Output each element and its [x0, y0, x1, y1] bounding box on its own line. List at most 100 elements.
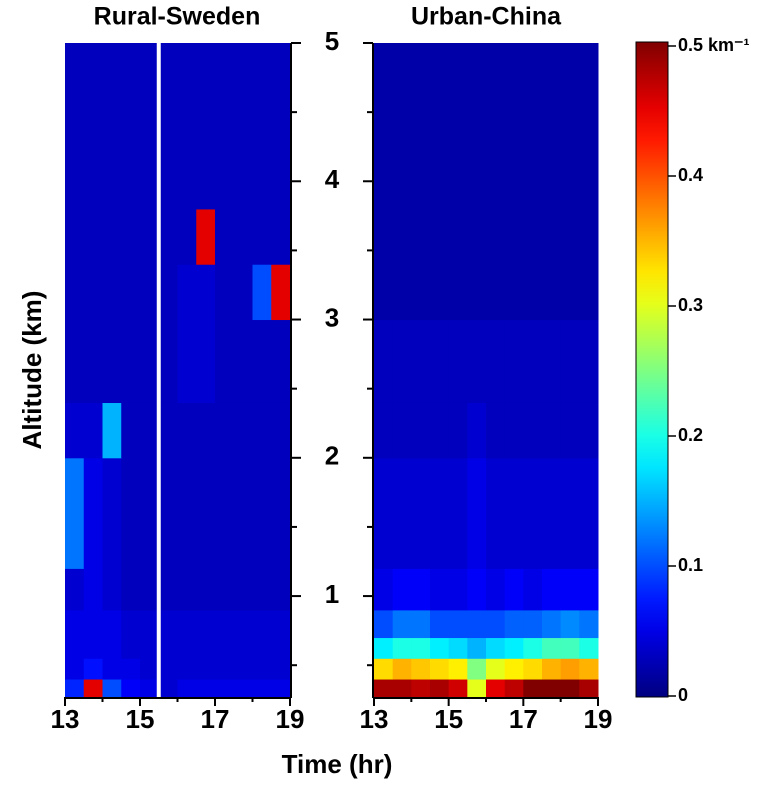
heatmap-cell — [579, 568, 599, 611]
heatmap-cell — [486, 402, 506, 459]
heatmap-cell — [392, 319, 412, 403]
heatmap-cell — [579, 609, 599, 639]
heatmap-cell — [467, 43, 487, 210]
x-axis-label: Time (hr) — [282, 749, 393, 779]
heatmap-cell — [196, 568, 216, 611]
heatmap-cell — [486, 319, 506, 403]
heatmap-cell — [158, 319, 178, 403]
heatmap-cell — [233, 568, 253, 611]
colorbar-tick-label: 0.3 — [678, 295, 703, 315]
heatmap-cell — [504, 319, 524, 403]
heatmap-cell — [271, 264, 291, 321]
heatmap-cell — [177, 679, 197, 698]
heatmap-cell — [374, 637, 394, 659]
heatmap-cell — [196, 402, 216, 459]
heatmap-cell — [374, 609, 394, 639]
heatmap-cell — [196, 43, 216, 210]
x-tick-label: 19 — [584, 704, 613, 734]
heatmap-cell — [560, 609, 580, 639]
heatmap-cell — [271, 637, 291, 659]
heatmap-cell — [467, 637, 487, 659]
heatmap-cell — [374, 43, 394, 210]
heatmap-cell — [467, 402, 487, 459]
heatmap-cell — [121, 319, 141, 403]
heatmap-cell — [252, 637, 272, 659]
heatmap-cell — [523, 568, 543, 611]
heatmap-cell — [467, 568, 487, 611]
heatmap-cell — [560, 402, 580, 459]
heatmap-cell — [65, 319, 85, 403]
heatmap-cell — [158, 637, 178, 659]
heatmap-cell — [392, 264, 412, 321]
heatmap-cell — [102, 319, 122, 403]
heatmap-cell — [504, 208, 524, 265]
heatmap-cell — [252, 319, 272, 403]
heatmap-cell — [121, 679, 141, 698]
heatmap-cell — [542, 43, 562, 210]
heatmap-cell — [102, 637, 122, 659]
heatmap-cell — [430, 457, 450, 569]
heatmap-cell — [158, 609, 178, 639]
heatmap-cell — [430, 658, 450, 680]
heatmap-cell — [467, 609, 487, 639]
heatmap-cell — [560, 679, 580, 698]
heatmap-cell — [523, 319, 543, 403]
heatmap-cell — [252, 208, 272, 265]
heatmap-cell — [392, 43, 412, 210]
heatmap-cell — [542, 264, 562, 321]
x-tick-label: 19 — [276, 704, 305, 734]
heatmap-cell — [271, 208, 291, 265]
colorbar-tick-label: 0.4 — [678, 165, 703, 185]
x-tick-label: 17 — [201, 704, 230, 734]
heatmap-cell — [215, 679, 235, 698]
heatmap-cell — [504, 43, 524, 210]
heatmap-cell — [196, 319, 216, 403]
heatmap-cell — [392, 457, 412, 569]
heatmap-cell — [411, 208, 431, 265]
panel-title: Rural-Sweden — [94, 3, 261, 31]
heatmap-cell — [411, 402, 431, 459]
y-tick-label: 1 — [325, 579, 339, 609]
heatmap-cell — [448, 402, 468, 459]
colorbar-tick-label: 0.1 — [678, 555, 703, 575]
heatmap-cell — [215, 319, 235, 403]
heatmap-cell — [158, 658, 178, 680]
heatmap-cell — [158, 43, 178, 210]
heatmap-cell — [448, 43, 468, 210]
heatmap-cell — [233, 609, 253, 639]
heatmap-cell — [252, 402, 272, 459]
heatmap-cell — [448, 658, 468, 680]
heatmap-cell — [411, 679, 431, 698]
heatmap-cell — [504, 679, 524, 698]
heatmap-cell — [102, 658, 122, 680]
heatmap-cell — [102, 208, 122, 265]
heatmap-cell — [140, 319, 160, 403]
heatmap-cell — [579, 457, 599, 569]
heatmap-cell — [233, 679, 253, 698]
panel-title: Urban-China — [411, 3, 562, 31]
heatmap-cell — [83, 457, 103, 569]
heatmap-cell — [486, 637, 506, 659]
heatmap-cell — [177, 637, 197, 659]
heatmap-cell — [486, 609, 506, 639]
heatmap-cell — [215, 609, 235, 639]
heatmap-cell — [542, 402, 562, 459]
heatmap-cell — [430, 43, 450, 210]
heatmap-cell — [486, 658, 506, 680]
heatmap-cell — [121, 402, 141, 459]
heatmap-cell — [102, 457, 122, 569]
heatmap-cell — [215, 637, 235, 659]
heatmap-cell — [83, 568, 103, 611]
heatmap-cell — [121, 208, 141, 265]
x-tick-label: 13 — [51, 704, 80, 734]
heatmap-cell — [121, 658, 141, 680]
heatmap-cell — [579, 319, 599, 403]
heatmap-cell — [504, 658, 524, 680]
heatmap-cell — [271, 658, 291, 680]
heatmap-cell — [233, 637, 253, 659]
heatmap-cell — [196, 208, 216, 265]
heatmap-cell — [374, 679, 394, 698]
heatmap-cell — [177, 208, 197, 265]
heatmap-cell — [411, 264, 431, 321]
